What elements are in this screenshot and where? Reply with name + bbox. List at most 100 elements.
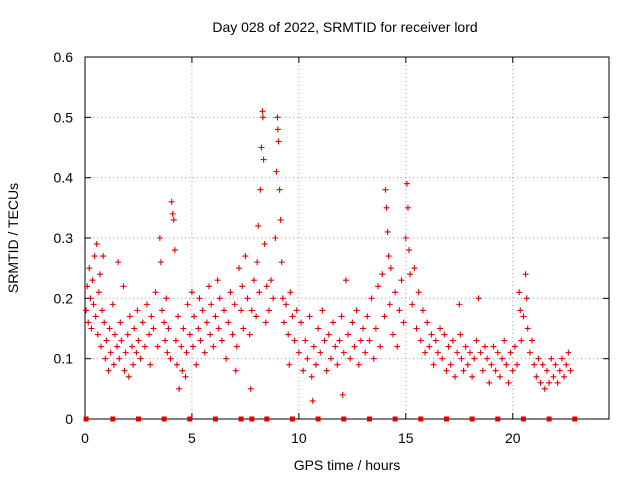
zero-marker (238, 416, 244, 422)
data-point (280, 319, 287, 326)
data-point (196, 295, 203, 302)
data-point (131, 325, 138, 332)
data-point (293, 307, 300, 314)
chart-title: Day 028 of 2022, SRMTID for receiver lor… (212, 19, 477, 35)
data-point (496, 373, 503, 380)
data-point (381, 313, 388, 320)
data-point (526, 349, 533, 356)
zero-marker (249, 416, 255, 422)
data-point (430, 361, 437, 368)
plot-frame (84, 56, 610, 420)
data-point (287, 289, 294, 296)
data-point (117, 319, 124, 326)
data-point (125, 373, 132, 380)
zero-marker (315, 416, 321, 422)
data-point (321, 337, 328, 344)
data-point (563, 361, 570, 368)
zero-marker (83, 416, 89, 422)
data-point (464, 361, 471, 368)
data-point (180, 325, 187, 332)
data-point (445, 343, 452, 350)
data-point (146, 331, 153, 338)
data-point (366, 337, 373, 344)
data-point (122, 349, 129, 356)
data-point (214, 277, 221, 284)
data-point (406, 247, 413, 254)
data-point (168, 198, 175, 205)
data-point (103, 337, 110, 344)
data-point (520, 313, 527, 320)
data-point (384, 228, 391, 235)
data-point (135, 337, 142, 344)
data-point (462, 343, 469, 350)
data-point (139, 319, 146, 326)
data-point (484, 355, 491, 362)
data-point (199, 307, 206, 314)
data-point (96, 271, 103, 278)
data-point (298, 319, 305, 326)
data-point (503, 361, 510, 368)
data-point (302, 337, 309, 344)
data-point (227, 289, 234, 296)
data-point (386, 301, 393, 308)
data-point (360, 325, 367, 332)
data-point (434, 349, 441, 356)
data-point (524, 325, 531, 332)
data-point (256, 289, 263, 296)
zero-markers (83, 416, 578, 422)
data-point (148, 313, 155, 320)
data-point (87, 295, 94, 302)
data-point (460, 367, 467, 374)
data-point (494, 349, 501, 356)
data-point (191, 313, 198, 320)
data-point (330, 319, 337, 326)
data-point (94, 331, 101, 338)
data-point (345, 331, 352, 338)
data-point (541, 385, 548, 392)
data-point (225, 319, 232, 326)
data-point (178, 343, 185, 350)
zero-marker (495, 416, 501, 422)
data-point (86, 265, 93, 272)
data-point (449, 337, 456, 344)
x-axis: 0 5 10 15 20 (81, 57, 521, 446)
data-point (398, 277, 405, 284)
data-point (156, 235, 163, 241)
data-point (523, 295, 530, 302)
data-point (332, 343, 339, 350)
data-point (535, 355, 542, 362)
data-point (377, 343, 384, 350)
data-point (206, 283, 213, 290)
data-point (262, 319, 269, 326)
data-point (111, 331, 118, 338)
data-point (334, 361, 341, 368)
data-point (471, 355, 478, 362)
data-point (85, 319, 92, 326)
data-point (244, 295, 251, 302)
data-point (364, 313, 371, 320)
data-point (338, 313, 345, 320)
data-point (147, 361, 154, 368)
zero-marker (520, 416, 526, 422)
data-point (161, 319, 168, 326)
data-point (383, 204, 390, 211)
data-point (259, 114, 266, 121)
zero-marker (110, 416, 116, 422)
data-point (300, 367, 307, 374)
data-point (488, 361, 495, 368)
data-point (274, 114, 281, 121)
data-point (362, 349, 369, 356)
data-point (263, 283, 270, 290)
data-point (516, 289, 523, 296)
data-point (163, 295, 170, 302)
data-point (183, 349, 190, 356)
y-tick-label: 0.2 (54, 290, 74, 306)
data-point (304, 355, 311, 362)
data-point (250, 277, 257, 284)
data-point (543, 367, 550, 374)
data-point (231, 301, 238, 308)
data-point (353, 307, 360, 314)
data-point (517, 307, 524, 314)
data-point (375, 283, 382, 290)
